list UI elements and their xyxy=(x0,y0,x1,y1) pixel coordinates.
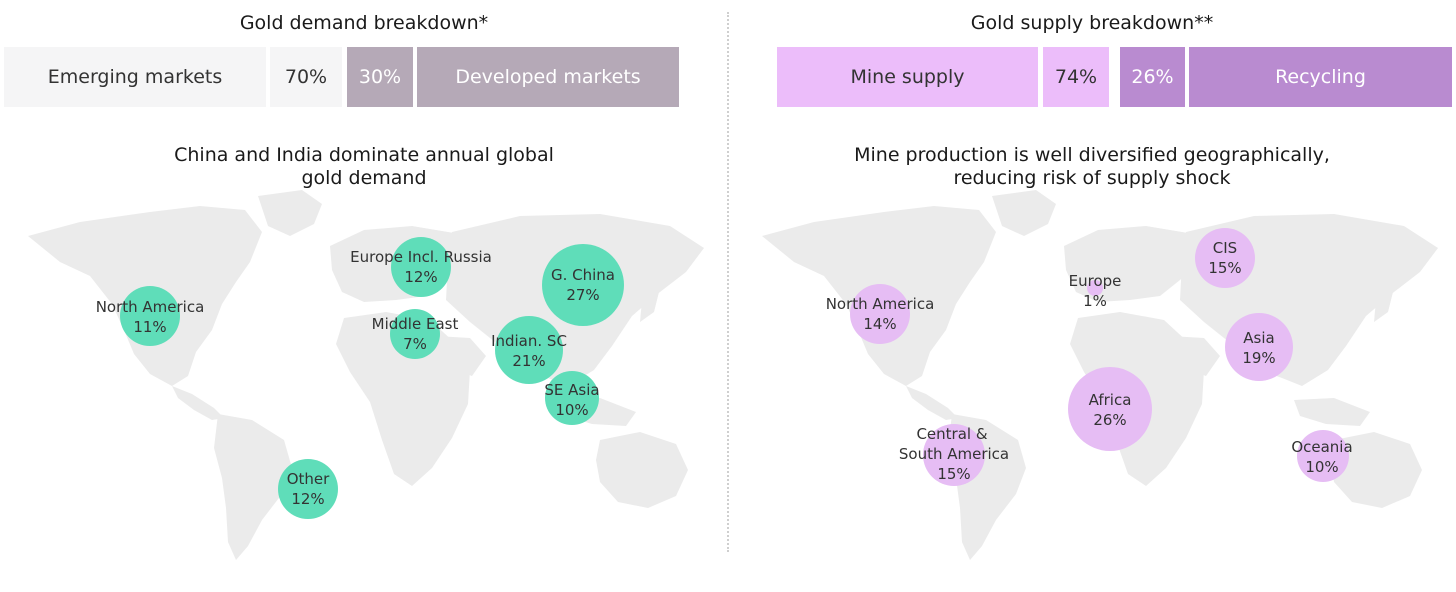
demand-bubble-labels: North America 11% Europe Incl. Russia 12… xyxy=(96,248,615,508)
region-name-asia: Asia xyxy=(1243,329,1274,347)
region-value-g-china: 27% xyxy=(566,286,599,304)
bubble-africa xyxy=(1068,367,1152,451)
mine-supply-value: 74% xyxy=(1043,47,1109,107)
region-name-cis: CIS xyxy=(1213,239,1237,257)
region-name-se-asia: SE Asia xyxy=(544,381,599,399)
region-name-europe-incl-russia: Europe Incl. Russia xyxy=(350,248,492,266)
emerging-markets-value: 70% xyxy=(270,47,342,107)
bubble-north-america xyxy=(850,284,910,344)
region-value-central-south-america: 15% xyxy=(937,465,970,483)
developed-markets-value: 30% xyxy=(347,47,413,107)
bubble-asia xyxy=(1225,313,1293,381)
recycling-label: Recycling xyxy=(1189,47,1452,107)
region-value-europe: 1% xyxy=(1083,292,1107,310)
region-name-indian-sc: Indian. SC xyxy=(491,332,567,350)
world-map-landmass xyxy=(28,190,704,560)
demand-subtitle-line2: gold demand xyxy=(301,167,427,189)
bubble-g-china xyxy=(542,244,624,326)
bubble-cis xyxy=(1195,228,1255,288)
region-name-north-america: North America xyxy=(96,298,205,316)
supply-subtitle-line2: reducing risk of supply shock xyxy=(953,167,1231,189)
bubble-oceania xyxy=(1297,430,1349,482)
demand-subtitle: China and India dominate annual global g… xyxy=(0,144,728,190)
demand-panel: North America 11% Europe Incl. Russia 12… xyxy=(0,12,728,560)
region-name-g-china: G. China xyxy=(551,266,615,284)
region-value-indian-sc: 21% xyxy=(512,352,545,370)
emerging-markets-label: Emerging markets xyxy=(4,47,266,107)
mine-supply-label: Mine supply xyxy=(777,47,1038,107)
supply-panel: North America 14% Europe 1% CIS 15% Asia… xyxy=(728,0,1456,592)
region-value-north-america: 14% xyxy=(863,315,896,333)
region-name-middle-east: Middle East xyxy=(372,315,459,333)
region-name-africa: Africa xyxy=(1089,391,1132,409)
supply-subtitle: Mine production is well diversified geog… xyxy=(728,144,1456,190)
supply-stacked-bar: Mine supply 74% 26% Recycling xyxy=(777,47,1452,107)
region-value-oceania: 10% xyxy=(1305,458,1338,476)
supply-subtitle-line1: Mine production is well diversified geog… xyxy=(854,144,1330,166)
bubble-europe xyxy=(1087,280,1103,296)
region-name-central-south-america-line1: Central & xyxy=(916,425,987,443)
region-name-oceania: Oceania xyxy=(1291,438,1352,456)
bubble-se-asia xyxy=(545,371,599,425)
supply-bubbles xyxy=(850,228,1349,486)
demand-stacked-bar: Emerging markets 70% 30% Developed marke… xyxy=(4,47,679,107)
panel-divider xyxy=(727,12,729,552)
region-name-europe: Europe xyxy=(1069,272,1122,290)
supply-world-map: North America 14% Europe 1% CIS 15% Asia… xyxy=(762,190,1438,560)
region-value-other: 12% xyxy=(291,490,324,508)
recycling-value: 26% xyxy=(1120,47,1185,107)
bubble-indian-sc xyxy=(495,316,563,384)
demand-world-map: North America 11% Europe Incl. Russia 12… xyxy=(28,190,704,560)
supply-bubble-labels: North America 14% Europe 1% CIS 15% Asia… xyxy=(826,239,1353,483)
region-value-cis: 15% xyxy=(1208,259,1241,277)
region-name-other: Other xyxy=(287,470,330,488)
developed-markets-label: Developed markets xyxy=(417,47,679,107)
region-value-se-asia: 10% xyxy=(555,401,588,419)
bubble-other xyxy=(278,459,338,519)
region-value-africa: 26% xyxy=(1093,411,1126,429)
region-value-middle-east: 7% xyxy=(403,335,427,353)
bubble-central-south-america xyxy=(923,424,985,486)
region-value-asia: 19% xyxy=(1242,349,1275,367)
bubble-middle-east xyxy=(390,309,440,359)
demand-subtitle-line1: China and India dominate annual global xyxy=(174,144,554,166)
region-value-europe-incl-russia: 12% xyxy=(404,268,437,286)
supply-title: Gold supply breakdown** xyxy=(970,12,1214,34)
region-name-central-south-america-line2: South America xyxy=(899,445,1009,463)
region-value-north-america: 11% xyxy=(133,318,166,336)
demand-bubbles xyxy=(120,237,624,519)
bubble-north-america xyxy=(120,286,180,346)
demand-title: Gold demand breakdown* xyxy=(239,12,489,34)
bubble-europe-incl-russia xyxy=(391,237,451,297)
region-name-north-america: North America xyxy=(826,295,935,313)
